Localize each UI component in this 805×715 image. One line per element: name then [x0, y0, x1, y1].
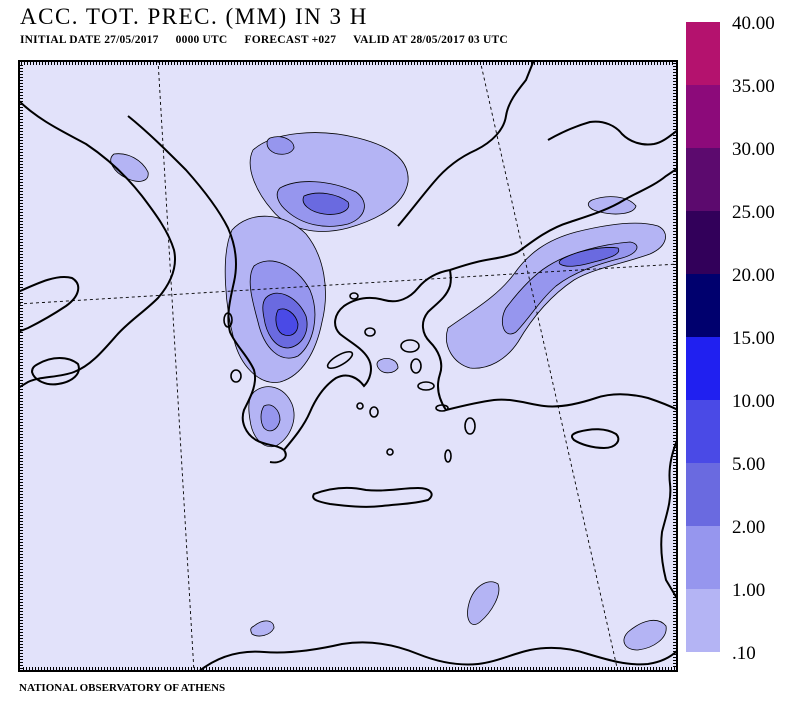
map-title: ACC. TOT. PREC. (MM) IN 3 H: [20, 4, 368, 29]
coastline-cyprus: [570, 428, 620, 450]
precip-cell-east-sea: [467, 581, 500, 625]
legend-swatch: [686, 589, 720, 652]
legend-label: 5.00: [732, 454, 766, 475]
legend-label: 20.00: [732, 265, 775, 286]
color-legend: 40.00 35.00 30.00 25.00 20.00 15.00 10.0…: [686, 13, 805, 664]
precip-cell-aegean: [376, 358, 399, 374]
coastline-greece-east: [283, 269, 451, 451]
coastline-italy: [18, 99, 176, 389]
coastline-crimea: [547, 120, 678, 146]
island-karpathos: [444, 449, 452, 463]
island-rhodes: [464, 417, 476, 435]
precip-cell-levant: [623, 619, 667, 651]
precip-cell-italy: [110, 153, 149, 182]
valid-time: VALID AT 28/05/2017 03 UTC: [353, 34, 508, 46]
island-naxos: [369, 406, 379, 418]
legend-label: 25.00: [732, 202, 775, 223]
legend-label: 15.00: [732, 328, 775, 349]
island-euboea: [326, 350, 354, 370]
precip-patch-pindus-core: [275, 308, 299, 336]
map-frame-ticks: [19, 61, 677, 671]
precip-patch-anatolia-core: [558, 247, 620, 267]
legend-label: 40.00: [732, 13, 775, 34]
coastline-black-sea-south: [517, 167, 678, 253]
initial-date: INITIAL DATE 27/05/2017: [20, 34, 159, 46]
legend-swatch: [686, 526, 720, 589]
coastline-africa: [197, 641, 678, 672]
legend-swatch: [686, 22, 720, 85]
island-santorini: [386, 448, 394, 456]
precip-cell-south-west: [250, 620, 275, 637]
coastline-sicily: [30, 357, 80, 386]
coastlines: [18, 60, 678, 672]
coastline-italy-heel: [18, 276, 80, 333]
legend-label: .10: [732, 643, 756, 664]
island-limnos: [364, 327, 376, 337]
legend-swatch: [686, 274, 720, 337]
forecast-step: FORECAST +027: [244, 34, 337, 46]
precip-patch-serbia-inner: [302, 192, 350, 215]
legend-swatch: [686, 85, 720, 148]
graticule: [18, 60, 678, 672]
coastline-anatolia-west: [422, 269, 452, 411]
island-chios: [410, 358, 422, 374]
island-thasos: [349, 292, 359, 300]
island-lesvos: [400, 339, 420, 353]
legend-label: 30.00: [732, 139, 775, 160]
forecast-info: INITIAL DATE 27/05/2017 0000 UTC FORECAS…: [20, 34, 508, 46]
legend-swatch: [686, 400, 720, 463]
island-kefalonia: [230, 369, 242, 383]
coastline-crete: [312, 486, 433, 508]
precipitation-field: [110, 132, 667, 651]
footer-credit: NATIONAL OBSERVATORY OF ATHENS: [19, 682, 226, 694]
island-corfu: [223, 312, 233, 328]
aegean-islands: [223, 292, 476, 463]
coastline-anatolia-south: [445, 393, 678, 411]
coastline-bosporus-thrace: [449, 251, 519, 271]
legend-label: 2.00: [732, 517, 766, 538]
legend-label: 35.00: [732, 76, 775, 97]
precipitation-map: [18, 60, 678, 672]
coastline-black-sea-west: [397, 60, 535, 227]
island-samos: [417, 381, 435, 391]
precip-cell-ukraine: [266, 136, 295, 155]
initial-time: 0000 UTC: [175, 34, 228, 46]
coastline-adriatic-east: [127, 115, 287, 464]
meridian-east: [479, 60, 619, 672]
island-kos: [435, 404, 449, 412]
island-paros: [356, 402, 364, 410]
legend-label: 1.00: [732, 580, 766, 601]
legend-swatch: [686, 211, 720, 274]
precip-patch-peloponnese-inner: [260, 404, 281, 432]
parallel: [18, 263, 678, 305]
legend-swatch: [686, 148, 720, 211]
legend-swatch: [686, 463, 720, 526]
coastline-levant: [660, 437, 678, 601]
legend-label: 10.00: [732, 391, 775, 412]
legend-swatch: [686, 337, 720, 400]
meridian-west: [157, 60, 195, 672]
